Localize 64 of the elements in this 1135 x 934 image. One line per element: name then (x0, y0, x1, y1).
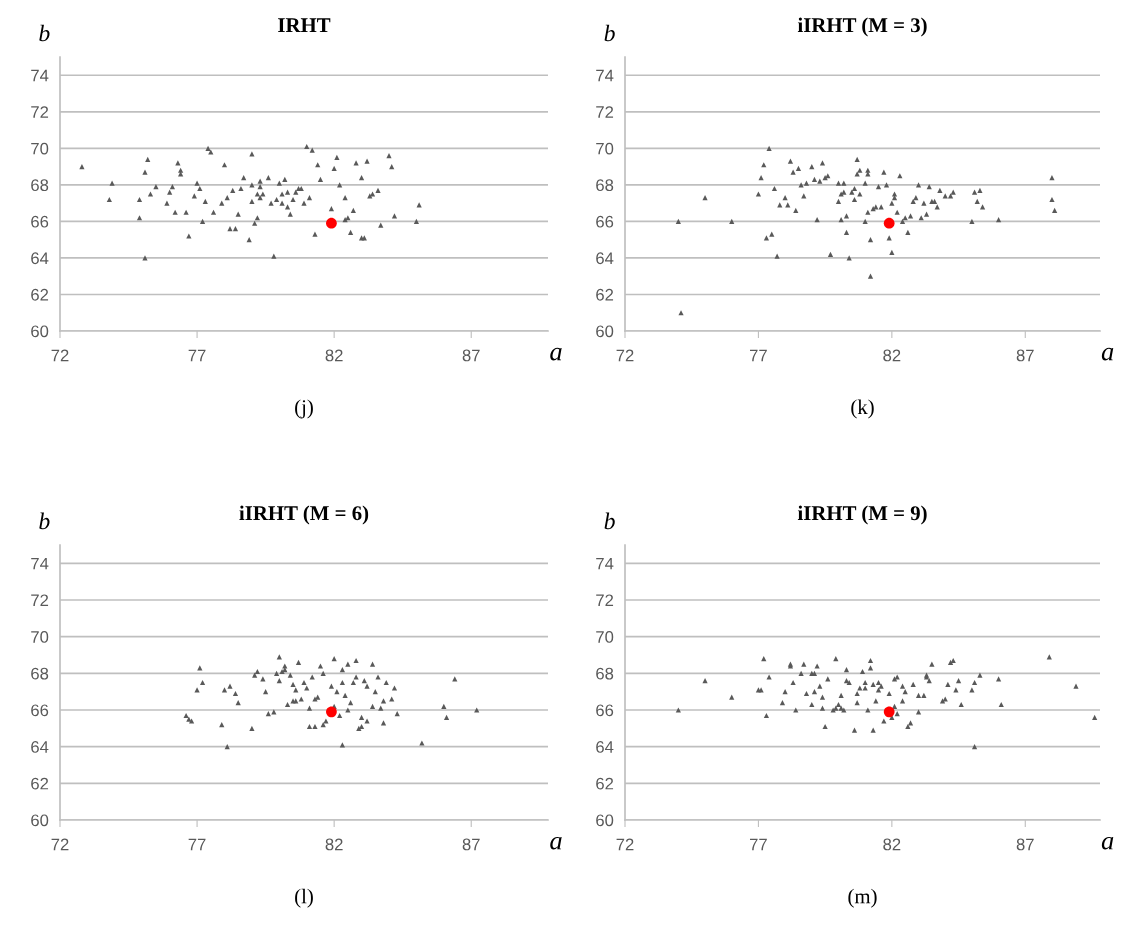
x-tick-label: 87 (462, 349, 480, 362)
y-tick-label: 72 (31, 594, 49, 607)
y-tick-label: 74 (31, 557, 49, 570)
y-tick-label: 62 (596, 288, 614, 301)
x-tick-label: 77 (188, 838, 206, 851)
y-tick-label: 70 (31, 631, 49, 643)
chart-title: iIRHT (M = 3) (797, 17, 927, 37)
x-tick-label: 72 (616, 349, 634, 362)
y-tick-label: 66 (31, 215, 49, 228)
y-tick-label: 68 (31, 667, 49, 680)
y-tick-label: 68 (31, 179, 49, 192)
y-tick-label: 60 (596, 325, 614, 338)
x-axis-title: a (550, 347, 562, 361)
x-tick-label: 77 (750, 838, 767, 851)
x-axis-title: a (1101, 836, 1114, 850)
y-tick-label: 74 (596, 69, 614, 82)
y-tick-label: 64 (596, 252, 614, 265)
y-tick-label: 64 (31, 741, 49, 753)
y-tick-label: 66 (31, 704, 49, 717)
y-tick-label: 62 (31, 288, 49, 301)
y-tick-label: 70 (31, 142, 49, 155)
y-tick-label: 72 (596, 106, 614, 118)
x-tick-label: 87 (1016, 349, 1034, 362)
y-tick-label: 64 (31, 252, 49, 265)
y-tick-label: 74 (31, 69, 49, 82)
chart-title: IRHT (278, 18, 331, 32)
chart-title: iIRHT (M = 9) (797, 505, 927, 525)
y-axis-title: b (604, 512, 615, 530)
text: (j) (295, 399, 313, 419)
y-tick-label: 68 (596, 667, 614, 680)
y-axis-title: b (604, 24, 615, 42)
x-tick-label: 77 (188, 349, 206, 362)
x-tick-label: 87 (1016, 838, 1034, 851)
y-tick-label: 72 (596, 594, 614, 607)
x-axis-title: a (1101, 347, 1114, 361)
y-tick-label: 70 (596, 142, 614, 155)
x-tick-label: 72 (51, 349, 69, 362)
x-tick-label: 87 (462, 838, 480, 851)
y-tick-label: 66 (596, 215, 614, 228)
text: (m) (848, 888, 877, 908)
y-tick-label: 68 (596, 179, 614, 192)
y-tick-label: 64 (596, 741, 614, 753)
y-tick-label: 60 (596, 814, 614, 827)
y-tick-label: 62 (31, 777, 49, 790)
text: (k) (851, 399, 874, 419)
x-tick-label: 82 (325, 349, 343, 362)
x-tick-label: 72 (616, 838, 634, 851)
text: (l) (295, 888, 313, 908)
chart-title: iIRHT (M = 6) (239, 505, 369, 525)
x-tick-label: 77 (750, 349, 767, 362)
y-axis-title: b (39, 512, 50, 530)
x-tick-label: 82 (883, 349, 901, 362)
x-tick-label: 82 (883, 838, 901, 851)
x-tick-label: 72 (51, 838, 69, 851)
y-tick-label: 72 (31, 106, 49, 118)
y-tick-label: 60 (31, 325, 49, 338)
x-tick-label: 82 (325, 838, 343, 851)
y-tick-label: 70 (596, 631, 614, 643)
y-tick-label: 60 (31, 814, 49, 827)
y-tick-label: 66 (596, 704, 614, 717)
y-axis-title: b (39, 24, 50, 42)
y-tick-label: 74 (596, 557, 614, 570)
y-tick-label: 62 (596, 777, 614, 790)
x-axis-title: a (550, 836, 562, 850)
